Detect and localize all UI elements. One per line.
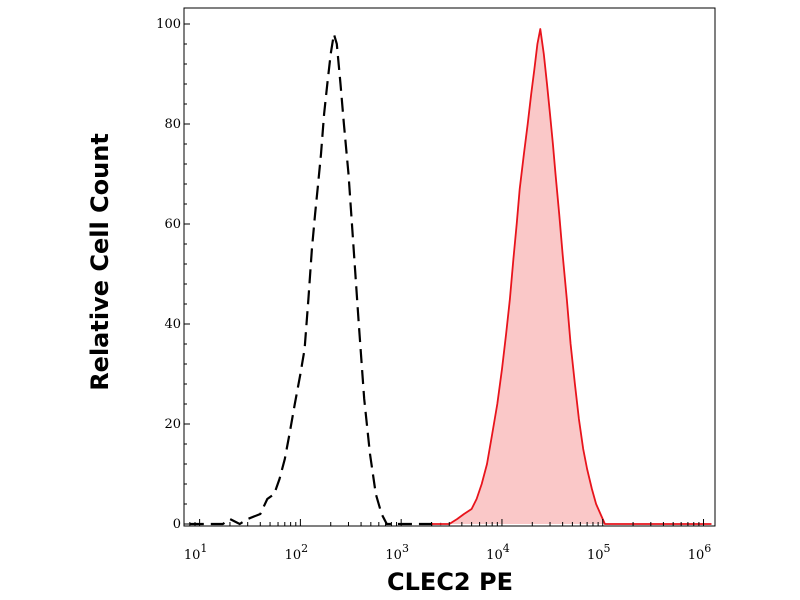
series-1-line [431, 28, 712, 525]
y-tick-label: 80 [164, 117, 181, 132]
x-tick-label: 101 [184, 542, 208, 563]
plot-frame [183, 7, 716, 527]
axes: 0 20 40 60 80 100 101 102 103 104 105 106 [156, 7, 716, 563]
x-tick-label: 105 [587, 542, 611, 563]
x-tick-label: 106 [688, 542, 712, 563]
series-1-area [431, 29, 712, 524]
x-tick-label: 104 [486, 542, 510, 563]
y-tick-label: 40 [164, 317, 181, 332]
y-tick-label: 100 [156, 17, 181, 32]
y-tick-label: 20 [164, 417, 181, 432]
y-axis-title: Relative Cell Count [86, 133, 114, 391]
series-0-line [189, 33, 442, 526]
y-tick-label: 60 [164, 217, 181, 232]
x-tick-label: 102 [285, 542, 309, 563]
y-tick-label: 0 [173, 517, 181, 532]
x-axis-title: CLEC2 PE [387, 568, 513, 596]
x-tick-label: 103 [385, 542, 409, 563]
plot-area [189, 28, 712, 526]
